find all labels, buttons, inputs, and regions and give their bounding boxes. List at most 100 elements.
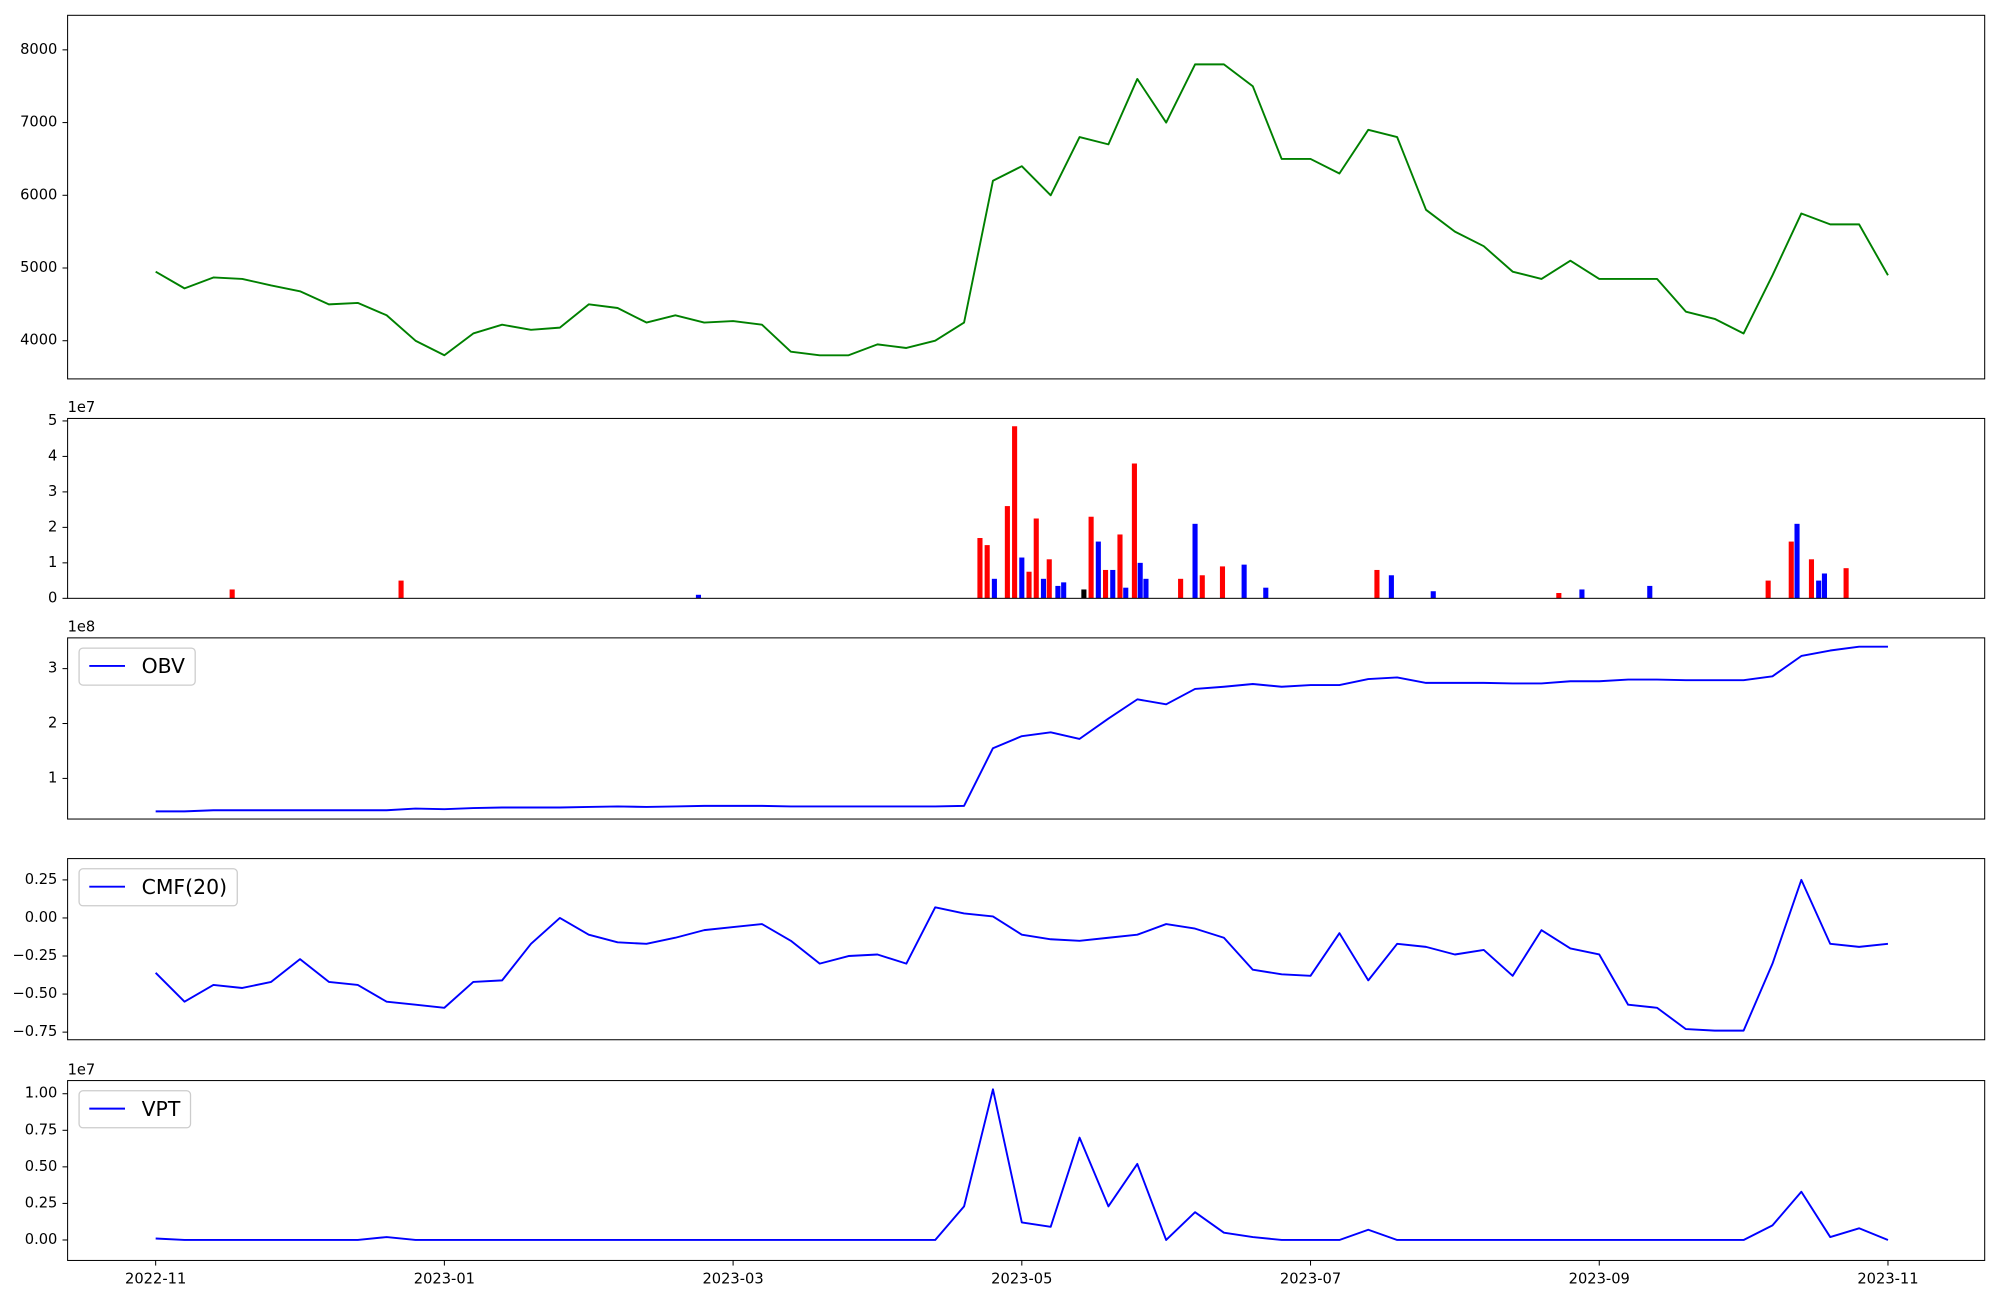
bar bbox=[1178, 578, 1184, 599]
bar bbox=[1095, 541, 1101, 599]
plot-area bbox=[155, 63, 1889, 357]
x-tick-label: 2022-11 bbox=[125, 1271, 186, 1288]
bar bbox=[1004, 506, 1010, 599]
x-tick-label: 2023-03 bbox=[702, 1271, 763, 1288]
bar bbox=[1131, 463, 1137, 599]
bar bbox=[1388, 575, 1394, 599]
y-tick-label: 1 bbox=[48, 554, 57, 571]
bar bbox=[1794, 523, 1800, 599]
bar bbox=[1143, 578, 1149, 599]
offset-label: 1e8 bbox=[68, 619, 96, 636]
plot-area bbox=[155, 645, 1888, 813]
legend: CMF(20) bbox=[78, 868, 238, 907]
y-tick-label: 2 bbox=[48, 518, 57, 535]
bar bbox=[991, 578, 997, 599]
bar bbox=[1055, 585, 1061, 599]
bar bbox=[1816, 580, 1822, 599]
bar bbox=[1765, 580, 1771, 599]
bar bbox=[1263, 587, 1269, 599]
y-tick-label: 0.25 bbox=[25, 871, 58, 888]
x-tick-label: 2023-05 bbox=[991, 1271, 1052, 1288]
bar bbox=[1430, 591, 1436, 599]
y-tick-label: 5 bbox=[48, 412, 57, 429]
legend-label: OBV bbox=[142, 654, 185, 678]
legend-box bbox=[78, 647, 196, 686]
bar bbox=[1123, 587, 1129, 599]
bar bbox=[1199, 575, 1205, 599]
bar bbox=[1556, 593, 1562, 599]
x-tick-label: 2023-01 bbox=[414, 1271, 475, 1288]
x-tick-label: 2023-07 bbox=[1280, 1271, 1341, 1288]
y-tick-label: 6000 bbox=[20, 186, 57, 203]
bar bbox=[1026, 571, 1032, 599]
bar bbox=[984, 545, 990, 599]
y-tick-label: 8000 bbox=[20, 41, 57, 58]
y-tick-label: −0.25 bbox=[12, 947, 57, 964]
bar bbox=[695, 594, 702, 599]
bar bbox=[1192, 523, 1198, 599]
bar bbox=[1137, 562, 1143, 599]
y-tick-label: 4 bbox=[48, 447, 57, 464]
bar bbox=[1647, 585, 1653, 599]
x-tick-label: 2023-11 bbox=[1857, 1271, 1918, 1288]
bar bbox=[1012, 426, 1018, 599]
offset-label: 1e7 bbox=[68, 1061, 96, 1078]
legend-label: VPT bbox=[142, 1097, 181, 1121]
y-tick-label: 1 bbox=[48, 769, 57, 786]
legend: OBV bbox=[78, 647, 196, 686]
bar bbox=[1117, 534, 1123, 599]
bar bbox=[1019, 557, 1025, 599]
offset-label: 1e7 bbox=[68, 399, 96, 416]
y-tick-label: 3 bbox=[48, 660, 57, 677]
y-tick-label: 0.75 bbox=[25, 1121, 58, 1138]
y-tick-label: 0 bbox=[48, 589, 57, 606]
bar bbox=[1046, 559, 1052, 599]
plot-area bbox=[154, 878, 1889, 1032]
x-tick-label: 2023-09 bbox=[1569, 1271, 1630, 1288]
bar bbox=[1061, 582, 1067, 599]
y-tick-label: 7000 bbox=[20, 114, 57, 131]
bar bbox=[398, 580, 404, 599]
plot-area bbox=[155, 1088, 1889, 1241]
bar bbox=[1374, 569, 1380, 599]
y-tick-label: 0.50 bbox=[25, 1158, 58, 1175]
bar bbox=[1579, 589, 1585, 599]
bar bbox=[977, 538, 983, 599]
bar bbox=[1033, 518, 1039, 599]
axes-frame bbox=[67, 858, 1986, 1041]
y-tick-label: 5000 bbox=[20, 259, 57, 276]
legend-box bbox=[78, 868, 238, 907]
legend: VPT bbox=[78, 1090, 192, 1129]
bar bbox=[1241, 564, 1247, 599]
bar bbox=[1843, 568, 1849, 599]
line bbox=[155, 1088, 1889, 1241]
bar bbox=[1219, 566, 1226, 599]
bar bbox=[1808, 559, 1815, 599]
axes-frame bbox=[67, 14, 1986, 380]
bar bbox=[1821, 573, 1828, 599]
bar bbox=[1040, 578, 1047, 599]
y-tick-label: 0.00 bbox=[25, 909, 58, 926]
y-tick-label: 0.25 bbox=[25, 1194, 58, 1211]
y-tick-label: 4000 bbox=[20, 332, 57, 349]
bar bbox=[1088, 516, 1094, 599]
line bbox=[154, 878, 1889, 1032]
line bbox=[155, 645, 1888, 813]
bar bbox=[1110, 569, 1116, 599]
axes-frame bbox=[67, 1080, 1986, 1261]
bar bbox=[1102, 569, 1109, 599]
axes-frame bbox=[67, 637, 1986, 820]
y-tick-label: −0.50 bbox=[12, 985, 57, 1002]
y-tick-label: −0.75 bbox=[12, 1023, 57, 1040]
legend-label: CMF(20) bbox=[142, 875, 227, 899]
plot-area bbox=[229, 426, 1849, 599]
line bbox=[155, 63, 1889, 357]
legend-box bbox=[78, 1090, 192, 1129]
y-tick-label: 0.00 bbox=[25, 1231, 58, 1248]
bar bbox=[1081, 589, 1087, 599]
bar bbox=[1788, 541, 1794, 599]
axes-frame bbox=[67, 417, 1986, 599]
y-tick-label: 1.00 bbox=[25, 1085, 58, 1102]
